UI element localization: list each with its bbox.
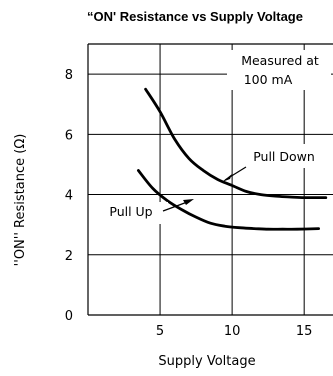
y-tick-label: 0 — [65, 309, 73, 324]
x-tick-label: 15 — [296, 324, 313, 339]
pull-up-label-group: Pull Up — [104, 199, 194, 224]
x-tick-label: 10 — [224, 324, 241, 339]
x-tick-label: 5 — [156, 324, 164, 339]
y-tick-label: 6 — [65, 128, 73, 143]
y-tick-label: 2 — [65, 249, 73, 264]
axes — [87, 43, 333, 316]
annotation-box: Measured at 100 mA — [227, 50, 331, 90]
pull-down-label-background — [240, 144, 324, 168]
pull-up-pointer-arrowhead — [183, 199, 194, 205]
annotation-line-2: 100 mA — [244, 72, 293, 87]
pull-down-label: Pull Down — [253, 149, 315, 164]
annotation-background — [227, 50, 331, 90]
pull-up-label: Pull Up — [109, 204, 152, 219]
annotation-line-1: Measured at — [241, 53, 319, 68]
y-tick-label: 4 — [65, 189, 73, 204]
pull-down-pointer-arrowhead — [222, 174, 232, 182]
tick-labels: 5 10 15 0 2 4 6 8 — [65, 68, 313, 339]
series-line-pull-up — [137, 169, 320, 231]
series-lines — [137, 87, 328, 231]
x-axis-label: Supply Voltage — [158, 354, 255, 369]
series-line-pull-down — [144, 87, 328, 200]
pull-down-label-group: Pull Down — [222, 144, 324, 182]
chart-title: “ON' Resistance vs Supply Voltage — [87, 9, 303, 24]
pull-up-label-background — [104, 202, 168, 224]
y-axis-label: ''ON'' Resistance (Ω) — [13, 134, 28, 267]
y-tick-label: 8 — [65, 68, 73, 83]
